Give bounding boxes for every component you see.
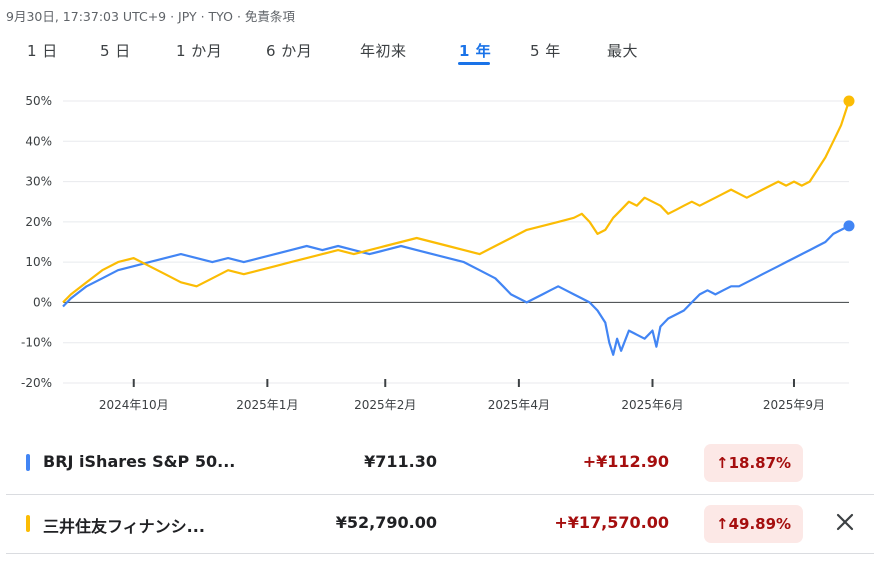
- series-line-blue: [62, 224, 850, 356]
- series-name: 三井住友フィナンシ...: [43, 517, 205, 536]
- range-tabs: 1 日 5 日 1 か月 6 か月 年初来 1 年 5 年 最大: [0, 40, 893, 70]
- y-tick-label: 10%: [25, 255, 52, 269]
- status-line: 9月30日, 17:37:03 UTC+9 · JPY · TYO · 免責条項: [6, 9, 295, 24]
- y-tick-label: -20%: [21, 376, 52, 390]
- tab-1d[interactable]: 1 日: [27, 42, 58, 60]
- y-tick-label: 30%: [25, 175, 52, 189]
- series-name: BRJ iShares S&P 50...: [43, 452, 236, 471]
- series-end-point-yellow: [843, 95, 855, 107]
- series-swatch-blue: [26, 454, 30, 471]
- tab-max[interactable]: 最大: [607, 42, 639, 60]
- change-amount: +¥17,570.00: [554, 513, 669, 532]
- x-tick-label: 2025年1月: [236, 398, 298, 412]
- tab-6m[interactable]: 6 か月: [266, 42, 313, 60]
- x-tick-label: 2025年4月: [488, 398, 550, 412]
- change-percent: 49.89%: [728, 515, 792, 533]
- tab-1y[interactable]: 1 年: [459, 42, 492, 60]
- tab-1m[interactable]: 1 か月: [176, 42, 223, 60]
- y-tick-label: 20%: [25, 215, 52, 229]
- tab-ytd[interactable]: 年初来: [360, 42, 407, 60]
- grid-lines: [63, 100, 849, 384]
- tab-5d[interactable]: 5 日: [100, 42, 131, 60]
- y-tick-label: 50%: [25, 94, 52, 108]
- performance-chart[interactable]: 50% 40% 30% 20% 10% 0% -10% -20% 2024年10月 2025年1…: [0, 80, 893, 425]
- x-tick-label: 2025年9月: [763, 398, 825, 412]
- change-percent-badge: ↑49.89%: [704, 505, 804, 543]
- x-axis-labels: 2024年10月 2025年1月 2025年2月 2025年4月 2025年6月 2025…: [99, 379, 825, 412]
- change-percent: 18.87%: [728, 454, 792, 472]
- active-tab-underline: [458, 62, 490, 65]
- series-end-point-blue: [843, 220, 855, 232]
- change-amount: +¥112.90: [582, 452, 669, 471]
- x-tick-label: 2025年6月: [621, 398, 683, 412]
- x-tick-label: 2025年2月: [354, 398, 416, 412]
- y-tick-label: 40%: [25, 134, 52, 148]
- y-axis-labels: 50% 40% 30% 20% 10% 0% -10% -20%: [21, 94, 52, 390]
- price: ¥711.30: [364, 452, 437, 471]
- series-lines: [62, 95, 855, 356]
- y-tick-label: 0%: [33, 295, 52, 309]
- series-line-yellow: [62, 100, 851, 304]
- x-tick-label: 2024年10月: [99, 398, 169, 412]
- price: ¥52,790.00: [335, 513, 437, 532]
- close-icon[interactable]: [832, 509, 858, 535]
- series-swatch-yellow: [26, 515, 30, 532]
- legend-row-1[interactable]: BRJ iShares S&P 50... ¥711.30 +¥112.90 ↑…: [6, 434, 874, 492]
- arrow-up-icon: ↑: [716, 454, 729, 472]
- y-tick-label: -10%: [21, 336, 52, 350]
- tab-5y[interactable]: 5 年: [530, 42, 561, 60]
- legend-row-2[interactable]: 三井住友フィナンシ... ¥52,790.00 +¥17,570.00 ↑49.…: [6, 494, 874, 554]
- change-percent-badge: ↑18.87%: [704, 444, 804, 482]
- arrow-up-icon: ↑: [716, 515, 729, 533]
